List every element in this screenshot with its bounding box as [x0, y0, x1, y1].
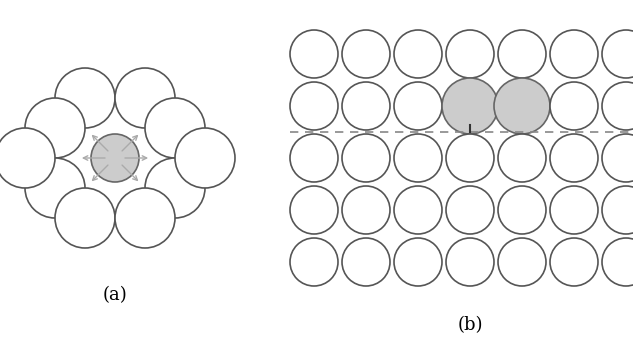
Circle shape: [498, 30, 546, 78]
Circle shape: [550, 238, 598, 286]
Circle shape: [602, 134, 633, 182]
Text: (b): (b): [457, 316, 483, 334]
Circle shape: [55, 188, 115, 248]
Circle shape: [91, 134, 139, 182]
Circle shape: [0, 128, 55, 188]
Circle shape: [602, 30, 633, 78]
Circle shape: [550, 134, 598, 182]
Circle shape: [175, 128, 235, 188]
Circle shape: [290, 238, 338, 286]
Circle shape: [115, 188, 175, 248]
Circle shape: [145, 158, 205, 218]
Circle shape: [290, 82, 338, 130]
Circle shape: [342, 82, 390, 130]
Circle shape: [498, 186, 546, 234]
Circle shape: [602, 238, 633, 286]
Circle shape: [394, 134, 442, 182]
Text: (a): (a): [103, 286, 127, 304]
Circle shape: [115, 68, 175, 128]
Circle shape: [446, 30, 494, 78]
Circle shape: [446, 134, 494, 182]
Circle shape: [550, 82, 598, 130]
Circle shape: [394, 30, 442, 78]
Circle shape: [25, 158, 85, 218]
Circle shape: [602, 186, 633, 234]
Circle shape: [498, 134, 546, 182]
Circle shape: [394, 238, 442, 286]
Circle shape: [442, 78, 498, 134]
Circle shape: [342, 134, 390, 182]
Circle shape: [55, 68, 115, 128]
Circle shape: [550, 30, 598, 78]
Circle shape: [145, 98, 205, 158]
Circle shape: [290, 186, 338, 234]
Circle shape: [446, 186, 494, 234]
Circle shape: [446, 238, 494, 286]
Circle shape: [394, 186, 442, 234]
Circle shape: [342, 30, 390, 78]
Circle shape: [494, 78, 550, 134]
Circle shape: [602, 82, 633, 130]
Circle shape: [498, 238, 546, 286]
Circle shape: [290, 30, 338, 78]
Circle shape: [290, 134, 338, 182]
Circle shape: [342, 238, 390, 286]
Circle shape: [394, 82, 442, 130]
Circle shape: [342, 186, 390, 234]
Circle shape: [25, 98, 85, 158]
Circle shape: [550, 186, 598, 234]
